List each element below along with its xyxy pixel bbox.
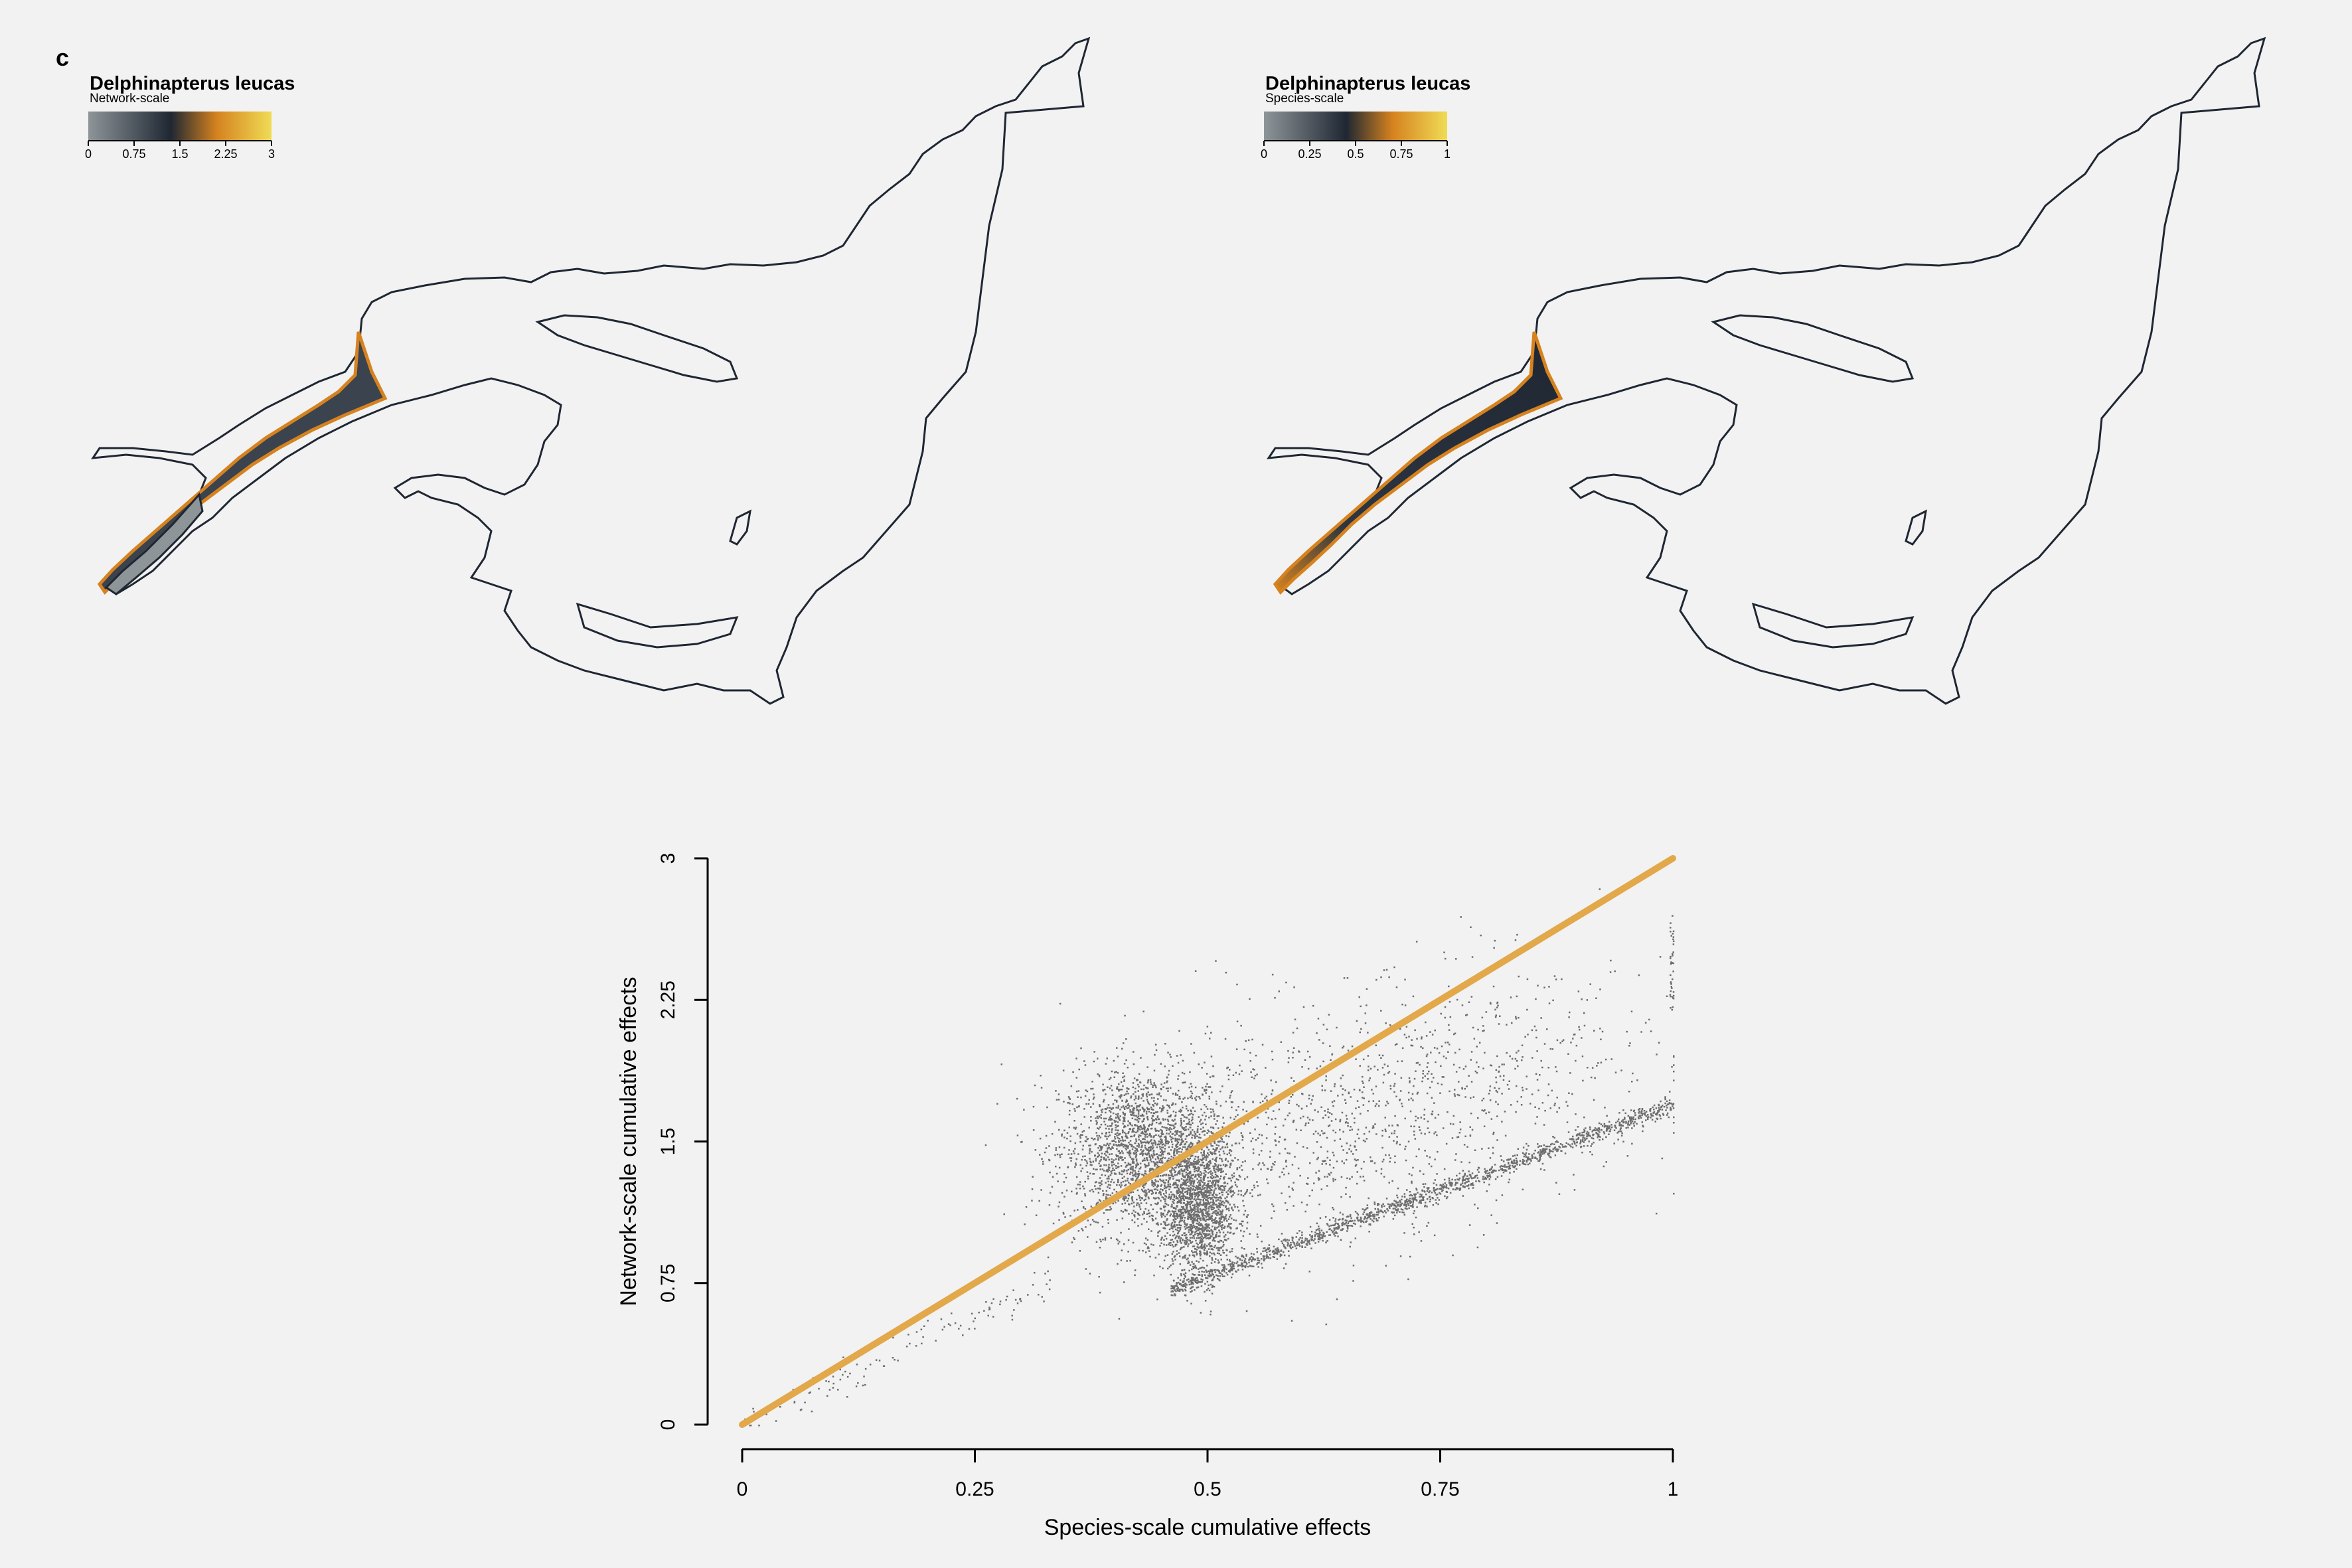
scatter-point-cloud: [742, 888, 1675, 1427]
estuary-effects-area: [1273, 331, 1563, 595]
gulf-map-svg: [88, 37, 1091, 705]
legend-title: Delphinapterus leucas: [1265, 73, 1471, 94]
legend-tick-0: 0: [1260, 147, 1268, 161]
magdalen-islands: [729, 509, 751, 546]
species-scale-map: Delphinapterus leucas Species-scale 0 0.…: [1176, 0, 2351, 717]
pei-island: [1751, 602, 1915, 649]
axes: 0 0.25 0.5 0.75 1 0 0.75 1.5 2.25 3: [657, 853, 1678, 1500]
legend-ticks: [88, 141, 272, 146]
x-tick-label: 0: [737, 1478, 748, 1500]
legend-tick-2: 1.5: [171, 147, 189, 161]
legend-tick-2: 0.5: [1347, 147, 1364, 161]
pei-island: [576, 602, 739, 649]
x-tick-label: 0.5: [1194, 1478, 1221, 1500]
x-tick-label: 0.25: [955, 1478, 994, 1500]
x-tick-label: 0.75: [1421, 1478, 1459, 1500]
anticosti-island: [535, 314, 739, 383]
panel-letter: c: [56, 44, 70, 71]
y-tick-label: 3: [657, 853, 679, 864]
anticosti-island: [1711, 314, 1915, 383]
legend-subtitle: Network-scale: [90, 92, 170, 106]
gulf-map-svg: [1263, 37, 2266, 705]
y-axis-label: Network-scale cumulative effects: [616, 977, 641, 1306]
legend-tick-0: 0: [84, 147, 92, 161]
x-axis-label: Species-scale cumulative effects: [1044, 1515, 1372, 1540]
y-tick-label: 0.75: [657, 1264, 679, 1302]
scatter-points: [742, 888, 1675, 1427]
legend-title: Delphinapterus leucas: [90, 73, 295, 94]
legend-color-bar: [88, 112, 272, 141]
legend-tick-3: 0.75: [1389, 147, 1413, 161]
legend-tick-4: 3: [268, 147, 275, 161]
y-tick-label: 2.25: [657, 980, 679, 1019]
legend-subtitle: Species-scale: [1265, 92, 1344, 106]
legend-color-bar: [1264, 112, 1447, 141]
legend-tick-4: 1: [1443, 147, 1451, 161]
network-scale-map: Delphinapterus leucas Network-scale 0 0.…: [0, 0, 1176, 717]
estuary-upper-grey: [104, 492, 204, 595]
legend-tick-3: 2.25: [214, 147, 238, 161]
legend-tick-1: 0.25: [1298, 147, 1322, 161]
x-tick-label: 1: [1668, 1478, 1679, 1500]
reference-line: [739, 855, 1676, 1428]
legend-ticks: [1263, 141, 1448, 146]
magdalen-islands: [1905, 509, 1927, 546]
y-tick-label: 0: [657, 1419, 679, 1431]
y-tick-label: 1.5: [657, 1128, 679, 1156]
legend-tick-1: 0.75: [122, 147, 146, 161]
